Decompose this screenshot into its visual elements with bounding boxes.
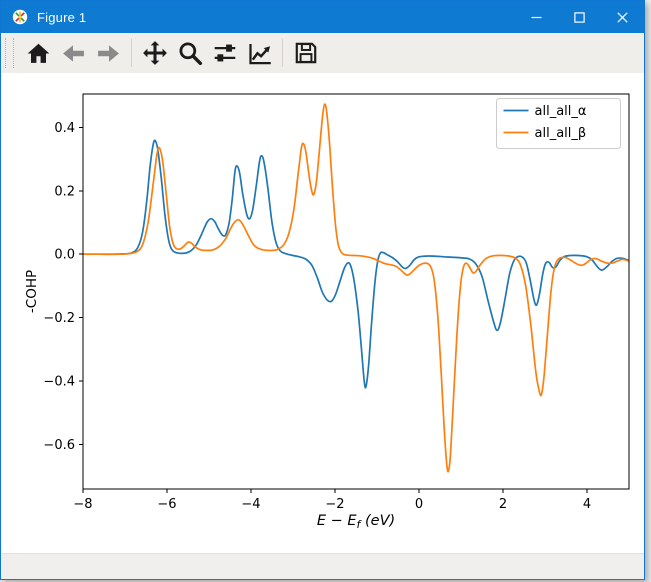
titlebar[interactable]: Figure 1	[1, 1, 644, 33]
y-tick-label: −0.2	[43, 311, 75, 326]
toolbar-button-customize[interactable]	[243, 36, 276, 70]
pan-move-icon	[142, 41, 167, 65]
x-tick-label: 2	[499, 497, 507, 512]
toolbar-button-home[interactable]	[22, 36, 55, 70]
legend: all_all_α all_all_β	[496, 98, 621, 149]
sliders-icon	[214, 44, 235, 62]
x-tick-label: −8	[73, 497, 92, 512]
y-tick-label: 0.4	[54, 121, 75, 136]
navigation-toolbar	[1, 33, 644, 73]
toolbar-button-subplots[interactable]	[208, 36, 241, 70]
matplotlib-logo-icon	[12, 9, 28, 25]
toolbar-button-save[interactable]	[289, 36, 322, 70]
x-tick-label: 4	[583, 497, 591, 512]
maximize-button[interactable]	[558, 1, 601, 33]
toolbar-button-forward[interactable]	[92, 36, 125, 70]
x-tick-label: −2	[325, 497, 344, 512]
toolbar-separator	[131, 39, 132, 67]
x-tick-label: 0	[415, 497, 423, 512]
legend-label: all_all_β	[535, 126, 587, 141]
x-tick-label: −6	[157, 497, 176, 512]
x-tick-label: −4	[241, 497, 260, 512]
window-title: Figure 1	[37, 9, 87, 25]
back-arrow-icon	[63, 44, 84, 62]
save-floppy-icon	[295, 42, 316, 64]
forward-arrow-icon	[98, 44, 119, 62]
line-chart-icon	[249, 43, 271, 64]
cohp-plot[interactable]: −8 −6 −4 −2 0 2 4 0.4 0.2 0.0 −0.2 −0.4 −0.6 -COHP E −…	[1, 73, 644, 553]
toolbar-button-pan[interactable]	[138, 36, 171, 70]
legend-label: all_all_α	[535, 104, 587, 119]
y-tick-label: 0.2	[54, 184, 75, 199]
y-axis-label: -COHP	[24, 270, 40, 313]
axes-frame	[82, 93, 630, 490]
zoom-magnifier-icon	[178, 42, 202, 66]
toolbar-button-back[interactable]	[57, 36, 90, 70]
toolbar-grip-handle[interactable]	[5, 38, 14, 68]
figure-canvas[interactable]: −8 −6 −4 −2 0 2 4 0.4 0.2 0.0 −0.2 −0.4 −0.6 -COHP E −…	[1, 73, 644, 553]
close-button[interactable]	[601, 1, 644, 33]
series-line-all_all_β	[83, 103, 629, 473]
toolbar-message-area	[1, 553, 644, 579]
toolbar-button-zoom[interactable]	[173, 36, 206, 70]
y-tick-label: −0.4	[43, 375, 75, 390]
y-tick-label: −0.6	[43, 438, 75, 453]
minimize-button[interactable]	[515, 1, 558, 33]
home-icon	[27, 43, 50, 63]
y-tick-label: 0.0	[54, 248, 75, 263]
x-axis-label: E − Ef (eV)	[317, 513, 395, 531]
toolbar-separator	[282, 39, 283, 67]
series-line-all_all_α	[83, 139, 629, 389]
